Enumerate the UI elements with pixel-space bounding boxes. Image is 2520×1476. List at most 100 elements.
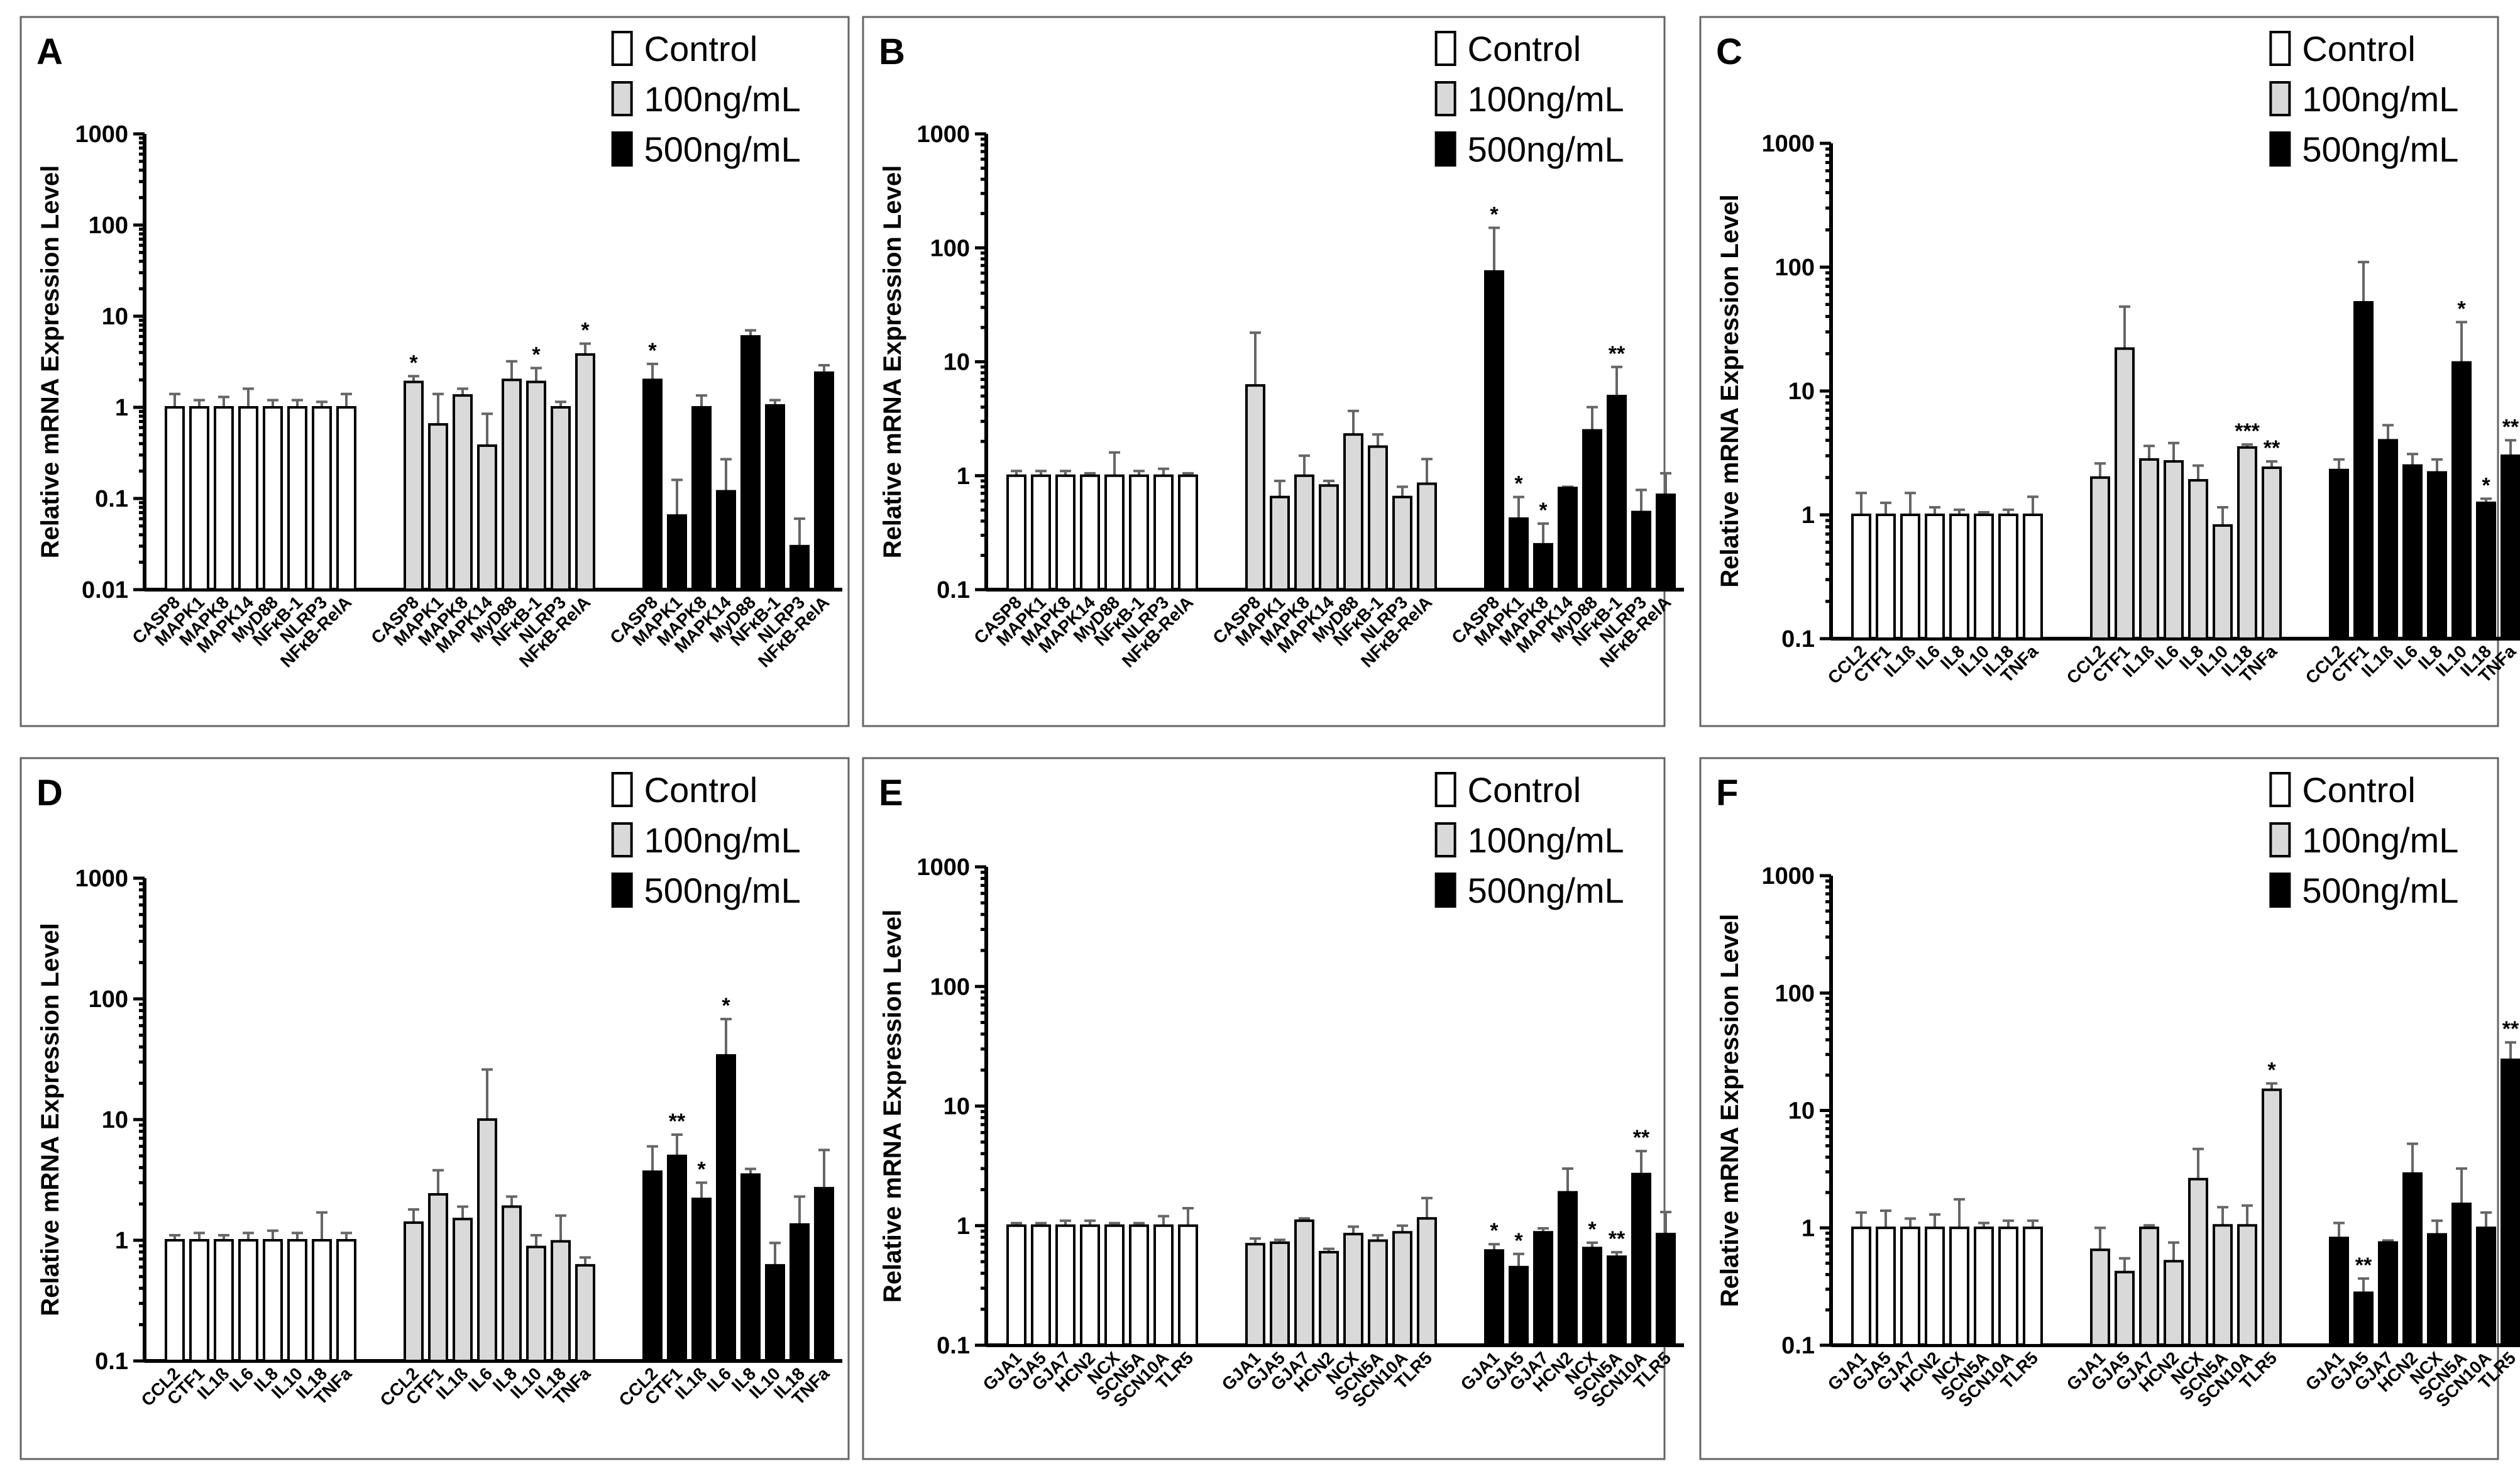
bar xyxy=(1484,270,1504,591)
bar xyxy=(1974,514,1994,640)
legend-swatch xyxy=(611,873,633,908)
y-tick-label: 100 xyxy=(89,986,128,1013)
bar xyxy=(667,514,687,591)
bar xyxy=(2329,468,2349,640)
legend-swatch xyxy=(1434,873,1456,908)
significance-label: ** xyxy=(2502,1017,2519,1041)
legend-swatch xyxy=(2269,81,2291,116)
significance-label: ** xyxy=(2355,1253,2372,1277)
bar xyxy=(2164,1260,2184,1347)
bar xyxy=(263,1239,283,1362)
panel-letter: E xyxy=(879,773,903,813)
legend-label: 500ng/mL xyxy=(1468,871,1624,910)
bar xyxy=(1509,517,1529,592)
y-axis-label: Relative mRNA Expression Level xyxy=(879,165,906,558)
y-tick-label: 100 xyxy=(930,974,970,1000)
y-tick-label: 1000 xyxy=(75,866,128,892)
bar xyxy=(2262,466,2282,640)
bar xyxy=(2023,514,2043,640)
bar xyxy=(2501,454,2520,641)
significance-label: * xyxy=(2482,473,2490,497)
legend-swatch xyxy=(1434,31,1456,66)
y-tick-label: 10 xyxy=(102,1107,128,1133)
legend-swatch xyxy=(2269,131,2291,167)
legend-label: 100ng/mL xyxy=(2302,79,2458,119)
bar xyxy=(1851,1226,1871,1347)
bar xyxy=(2023,1226,2043,1347)
bar xyxy=(1153,474,1174,591)
bar xyxy=(2237,1224,2257,1347)
bar xyxy=(551,1240,571,1362)
panel-frame xyxy=(862,16,1666,727)
bar xyxy=(2476,501,2496,641)
bar xyxy=(1582,1247,1602,1347)
y-axis-label: Relative mRNA Expression Level xyxy=(1716,194,1744,587)
bar xyxy=(2237,446,2257,640)
bar xyxy=(287,1239,307,1362)
legend-label: Control xyxy=(1468,29,1582,69)
bar xyxy=(1631,510,1651,591)
bar xyxy=(1294,1219,1314,1347)
bar xyxy=(2353,300,2374,640)
y-axis-label: Relative mRNA Expression Level xyxy=(1716,914,1744,1307)
bar xyxy=(502,378,522,591)
y-tick-label: 100 xyxy=(89,212,128,239)
y-tick-label: 100 xyxy=(1775,255,1815,281)
bar xyxy=(1368,445,1388,592)
legend-label: 500ng/mL xyxy=(644,129,801,169)
bar xyxy=(165,1239,185,1362)
bar xyxy=(1129,1224,1149,1347)
legend-label: 500ng/mL xyxy=(1468,129,1624,169)
bar xyxy=(214,406,234,591)
y-tick-label: 1 xyxy=(115,1228,128,1254)
bar xyxy=(1851,514,1871,640)
panel-B: B Relative mRNA Expression Level 0.1 1 10 100… xyxy=(862,16,1684,727)
significance-label: * xyxy=(2267,1058,2276,1082)
significance-label: * xyxy=(1514,472,1523,496)
bar xyxy=(2451,1203,2472,1347)
y-tick-label: 1000 xyxy=(916,121,970,148)
bar xyxy=(1607,1255,1627,1347)
significance-label: *** xyxy=(2235,419,2260,443)
bar xyxy=(1343,1233,1363,1347)
bar xyxy=(336,1239,356,1362)
bar xyxy=(1656,493,1676,592)
bar xyxy=(814,1187,834,1362)
significance-label: ** xyxy=(1609,1227,1626,1251)
panel-letter: D xyxy=(36,773,63,813)
bar xyxy=(2262,1088,2282,1347)
legend-label: Control xyxy=(1468,770,1582,810)
bar xyxy=(1368,1239,1388,1347)
bar xyxy=(1876,1226,1896,1347)
bar xyxy=(189,1239,209,1362)
bar xyxy=(2115,1270,2135,1347)
y-tick-label: 100 xyxy=(930,235,970,262)
bar xyxy=(2090,1248,2110,1347)
bar xyxy=(1080,1224,1100,1347)
bar xyxy=(1509,1265,1529,1347)
bar xyxy=(189,406,209,591)
legend-label: 100ng/mL xyxy=(2302,820,2458,860)
y-tick-label: 0.1 xyxy=(937,1333,970,1359)
legend-label: Control xyxy=(2302,770,2416,810)
panel-letter: A xyxy=(36,31,63,72)
significance-label: * xyxy=(1588,1218,1597,1242)
panel-letter: B xyxy=(879,31,905,72)
legend-swatch xyxy=(2269,873,2291,908)
bar xyxy=(526,1245,546,1362)
bar xyxy=(2188,479,2208,640)
y-axis-label: Relative mRNA Expression Level xyxy=(879,910,906,1303)
y-axis-label: Relative mRNA Expression Level xyxy=(36,923,64,1316)
bar xyxy=(1006,474,1026,591)
bar xyxy=(1998,1226,2018,1347)
bar xyxy=(477,1118,497,1362)
bar xyxy=(1558,487,1578,592)
bar xyxy=(1607,395,1627,592)
bar xyxy=(1925,514,1945,640)
bar xyxy=(428,1192,448,1362)
bar xyxy=(691,406,712,591)
bar xyxy=(790,1223,810,1363)
significance-label: * xyxy=(648,339,657,363)
bar xyxy=(667,1154,687,1362)
panel-D: D Relative mRNA Expression Level 0.1 1 10 100… xyxy=(19,757,850,1460)
